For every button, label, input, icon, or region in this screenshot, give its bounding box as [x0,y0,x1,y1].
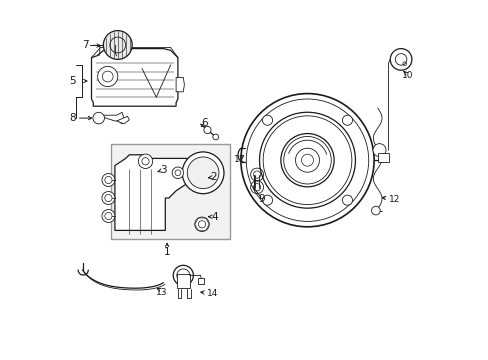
Polygon shape [91,49,178,106]
Text: 11: 11 [234,154,245,163]
FancyBboxPatch shape [111,144,230,239]
Circle shape [280,134,333,187]
Text: 3: 3 [160,165,166,175]
Circle shape [342,195,352,205]
Circle shape [102,174,115,186]
Circle shape [241,94,373,227]
Text: 1: 1 [163,247,170,257]
Circle shape [177,269,189,282]
Circle shape [301,154,313,166]
Circle shape [104,176,112,184]
Circle shape [203,126,211,134]
Circle shape [194,217,209,231]
Circle shape [104,194,112,202]
Circle shape [104,212,112,220]
Text: 5: 5 [69,76,76,86]
Bar [197,278,204,284]
Circle shape [262,195,272,205]
Circle shape [212,134,218,140]
Text: 7: 7 [82,40,88,50]
Polygon shape [176,77,184,92]
Text: 14: 14 [206,289,218,298]
Text: 13: 13 [156,288,167,297]
Circle shape [389,49,411,70]
Polygon shape [97,112,123,124]
Circle shape [182,152,224,194]
Circle shape [371,206,380,215]
Circle shape [175,170,181,176]
Circle shape [142,158,149,165]
Circle shape [198,221,205,228]
Text: 2: 2 [210,172,217,182]
Circle shape [138,154,152,168]
Circle shape [93,112,104,124]
Bar [377,153,387,162]
Circle shape [187,157,219,189]
Text: 9: 9 [258,194,264,204]
Text: 8: 8 [69,113,76,123]
Circle shape [262,115,272,125]
Text: 4: 4 [211,212,218,222]
Circle shape [110,37,125,53]
Circle shape [295,148,319,172]
Circle shape [173,265,193,285]
Circle shape [342,115,352,125]
Circle shape [98,66,118,86]
Polygon shape [117,116,129,124]
Circle shape [102,192,115,204]
Bar [177,274,189,288]
Circle shape [372,144,385,157]
Text: 6: 6 [201,118,208,128]
Circle shape [172,167,183,179]
Text: 12: 12 [387,194,399,203]
Circle shape [102,210,115,222]
Circle shape [103,31,132,59]
Circle shape [102,71,113,82]
Text: 10: 10 [401,71,412,80]
Polygon shape [115,155,186,230]
